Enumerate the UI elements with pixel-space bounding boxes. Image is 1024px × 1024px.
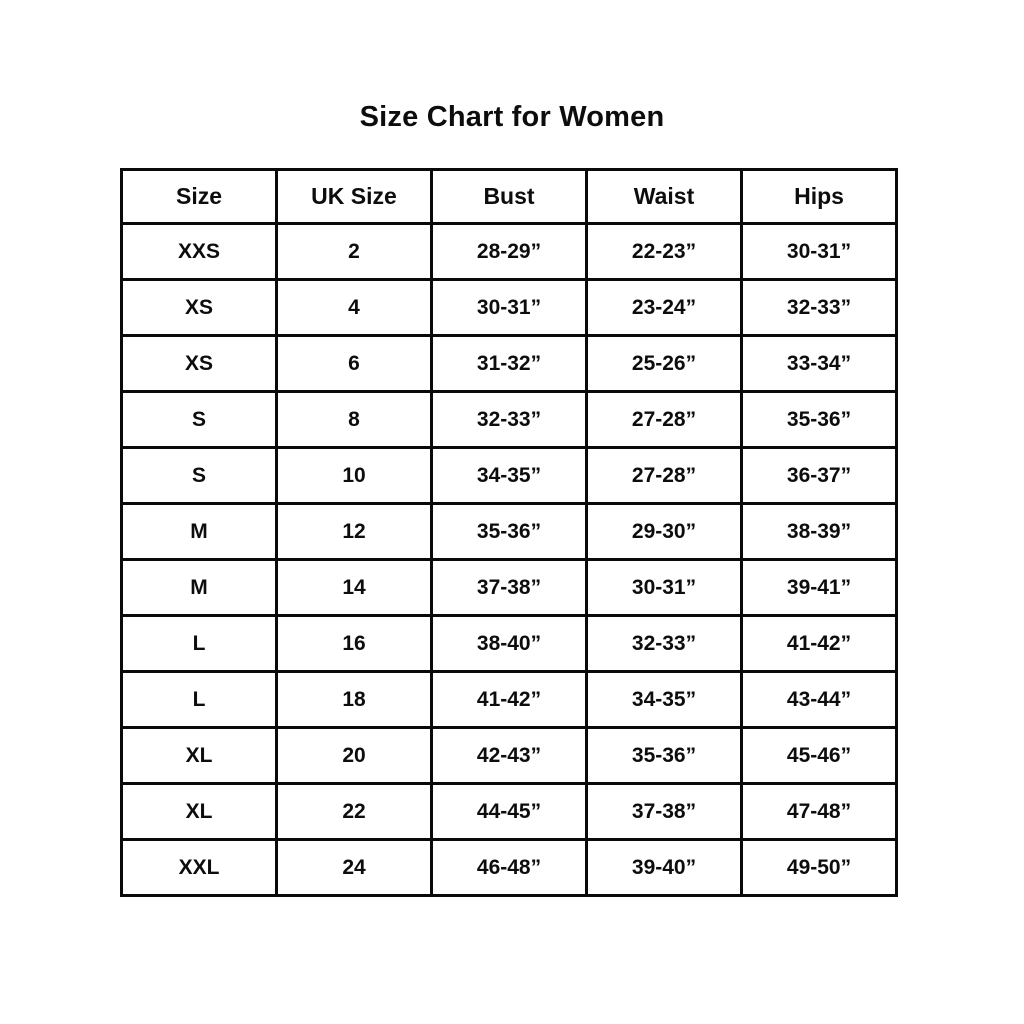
table-row: XL 20 42-43” 35-36” 45-46” [120, 726, 898, 785]
table-cell-size: M [120, 502, 278, 561]
table-cell-waist: 23-24” [585, 278, 743, 337]
table-cell-waist: 22-23” [585, 222, 743, 281]
header-row: Size UK Size Bust Waist Hips [120, 168, 898, 225]
table-cell-waist: 27-28” [585, 446, 743, 505]
table-cell-bust: 42-43” [430, 726, 588, 785]
table-cell-size: XL [120, 726, 278, 785]
table-row: XXS 2 28-29” 22-23” 30-31” [120, 222, 898, 281]
table-body: XXS 2 28-29” 22-23” 30-31” XS 4 30-31” 23-24” 32-… [120, 222, 898, 897]
table-row: XL 22 44-45” 37-38” 47-48” [120, 782, 898, 841]
table-cell-bust: 28-29” [430, 222, 588, 281]
table-cell-hips: 43-44” [740, 670, 898, 729]
table-cell-hips: 32-33” [740, 278, 898, 337]
column-header-waist: Waist [585, 168, 743, 225]
table-cell-uk-size: 24 [275, 838, 433, 897]
table-cell-uk-size: 22 [275, 782, 433, 841]
table-header: Size UK Size Bust Waist Hips [120, 168, 898, 225]
table-cell-hips: 41-42” [740, 614, 898, 673]
table-cell-hips: 45-46” [740, 726, 898, 785]
table-cell-uk-size: 8 [275, 390, 433, 449]
table-cell-bust: 31-32” [430, 334, 588, 393]
table-cell-size: S [120, 390, 278, 449]
column-header-bust: Bust [430, 168, 588, 225]
table-cell-bust: 30-31” [430, 278, 588, 337]
column-header-size: Size [120, 168, 278, 225]
table-cell-uk-size: 4 [275, 278, 433, 337]
table-cell-bust: 44-45” [430, 782, 588, 841]
table-cell-uk-size: 6 [275, 334, 433, 393]
table-cell-bust: 37-38” [430, 558, 588, 617]
table-cell-hips: 39-41” [740, 558, 898, 617]
size-chart-table: Size UK Size Bust Waist Hips XXS 2 28-29” 2… [120, 168, 898, 897]
table-cell-size: XS [120, 278, 278, 337]
table-cell-hips: 30-31” [740, 222, 898, 281]
table-cell-uk-size: 12 [275, 502, 433, 561]
table-cell-waist: 39-40” [585, 838, 743, 897]
table-cell-uk-size: 20 [275, 726, 433, 785]
table-cell-size: L [120, 670, 278, 729]
table-row: S 8 32-33” 27-28” 35-36” [120, 390, 898, 449]
column-header-hips: Hips [740, 168, 898, 225]
table-cell-bust: 34-35” [430, 446, 588, 505]
table-cell-waist: 29-30” [585, 502, 743, 561]
table-cell-hips: 47-48” [740, 782, 898, 841]
table-row: XXL 24 46-48” 39-40” 49-50” [120, 838, 898, 897]
table-cell-bust: 41-42” [430, 670, 588, 729]
column-header-uk-size: UK Size [275, 168, 433, 225]
table-cell-waist: 30-31” [585, 558, 743, 617]
table-cell-waist: 32-33” [585, 614, 743, 673]
table-cell-hips: 35-36” [740, 390, 898, 449]
table-cell-waist: 27-28” [585, 390, 743, 449]
table-cell-bust: 46-48” [430, 838, 588, 897]
table-cell-size: XXL [120, 838, 278, 897]
table-row: L 16 38-40” 32-33” 41-42” [120, 614, 898, 673]
table-cell-uk-size: 10 [275, 446, 433, 505]
table-cell-hips: 33-34” [740, 334, 898, 393]
table-cell-hips: 38-39” [740, 502, 898, 561]
table-cell-bust: 35-36” [430, 502, 588, 561]
table-cell-waist: 25-26” [585, 334, 743, 393]
table-cell-waist: 37-38” [585, 782, 743, 841]
table-cell-size: L [120, 614, 278, 673]
table-cell-size: S [120, 446, 278, 505]
table-cell-uk-size: 16 [275, 614, 433, 673]
table-cell-waist: 34-35” [585, 670, 743, 729]
page-title: Size Chart for Women [359, 101, 665, 133]
table-row: M 12 35-36” 29-30” 38-39” [120, 502, 898, 561]
table-row: XS 6 31-32” 25-26” 33-34” [120, 334, 898, 393]
table-cell-waist: 35-36” [585, 726, 743, 785]
table-cell-hips: 36-37” [740, 446, 898, 505]
table-cell-size: XL [120, 782, 278, 841]
table-cell-size: XXS [120, 222, 278, 281]
table-cell-bust: 32-33” [430, 390, 588, 449]
table-cell-uk-size: 2 [275, 222, 433, 281]
table-cell-hips: 49-50” [740, 838, 898, 897]
table-row: M 14 37-38” 30-31” 39-41” [120, 558, 898, 617]
table-cell-uk-size: 18 [275, 670, 433, 729]
table-cell-uk-size: 14 [275, 558, 433, 617]
table-cell-size: XS [120, 334, 278, 393]
table-row: S 10 34-35” 27-28” 36-37” [120, 446, 898, 505]
table-cell-bust: 38-40” [430, 614, 588, 673]
table-cell-size: M [120, 558, 278, 617]
table-row: XS 4 30-31” 23-24” 32-33” [120, 278, 898, 337]
table-row: L 18 41-42” 34-35” 43-44” [120, 670, 898, 729]
